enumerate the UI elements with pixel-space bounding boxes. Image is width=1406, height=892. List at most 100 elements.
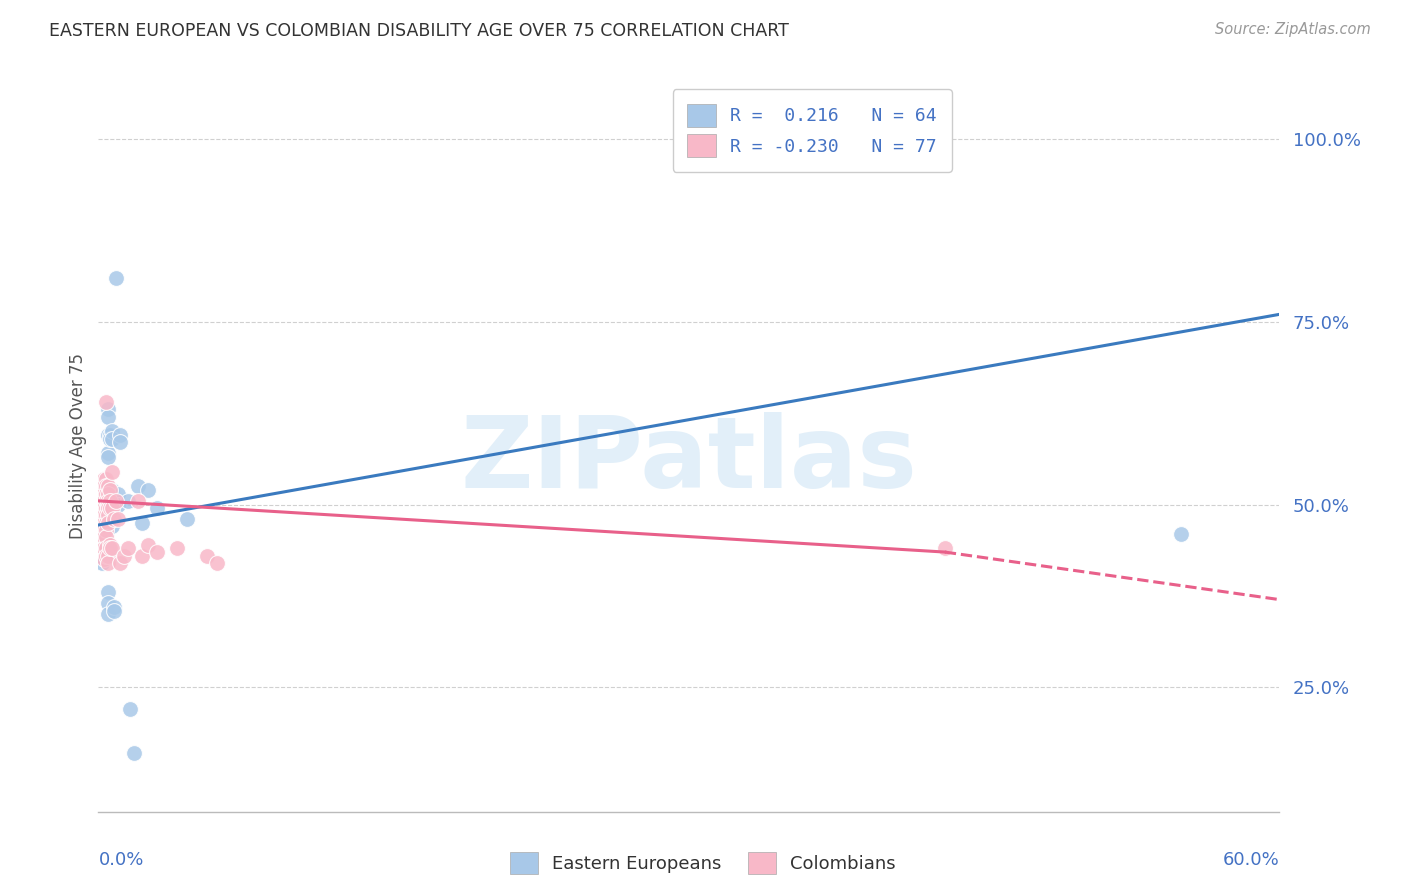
Point (93, 505, 115, 519)
Point (101, 541, 124, 556)
Point (96, 395, 118, 409)
Point (101, 432, 124, 446)
Point (96, 523, 118, 537)
Point (91, 486, 114, 500)
Point (146, 545, 169, 559)
Point (118, 702, 141, 716)
Point (107, 512, 129, 526)
Point (89, 516, 111, 530)
Point (97, 486, 120, 500)
Point (107, 486, 129, 500)
Point (96, 479, 118, 493)
Point (93, 516, 115, 530)
Point (91, 505, 114, 519)
Point (205, 556, 228, 570)
Text: ZIPatlas: ZIPatlas (461, 412, 917, 509)
Point (98, 501, 121, 516)
Point (96, 494, 118, 508)
Point (93, 486, 115, 500)
Point (93, 534, 115, 549)
Point (97, 402, 120, 417)
Point (97, 409, 120, 424)
Point (97, 508, 120, 523)
Legend: R =  0.216   N = 64, R = -0.230   N = 77: R = 0.216 N = 64, R = -0.230 N = 77 (672, 89, 952, 172)
Point (89, 501, 111, 516)
Point (91, 530, 114, 544)
Point (96, 472, 118, 486)
Point (96, 494, 118, 508)
Point (93, 541, 115, 556)
Point (98, 483, 121, 497)
Point (136, 538, 159, 552)
Point (96, 541, 118, 556)
Point (93, 498, 115, 512)
Point (96, 501, 118, 516)
Point (96, 483, 118, 497)
Point (91, 516, 114, 530)
Point (98, 516, 121, 530)
Point (91, 494, 114, 508)
Point (98, 494, 121, 508)
Point (97, 541, 120, 556)
Point (131, 549, 153, 563)
Point (108, 428, 131, 442)
Point (93, 472, 115, 486)
Point (97, 501, 120, 516)
Y-axis label: Disability Age Over 75: Disability Age Over 75 (69, 353, 87, 539)
Point (166, 541, 188, 556)
Point (101, 519, 124, 533)
Point (93, 490, 115, 504)
Point (96, 541, 118, 556)
Point (117, 494, 139, 508)
Point (105, 270, 128, 285)
Point (93, 545, 115, 559)
Point (103, 599, 125, 614)
Point (1170, 526, 1192, 541)
Point (934, 541, 956, 556)
Point (91, 541, 114, 556)
Point (103, 512, 125, 526)
Point (97, 501, 120, 516)
Point (97, 585, 120, 599)
Point (101, 425, 124, 439)
Point (101, 483, 124, 497)
Point (136, 483, 159, 497)
Point (97, 549, 120, 563)
Point (98, 494, 121, 508)
Point (91, 530, 114, 544)
Point (89, 538, 111, 552)
Point (96, 501, 118, 516)
Point (105, 494, 128, 508)
Point (93, 490, 115, 504)
Point (93, 494, 115, 508)
Legend: Eastern Europeans, Colombians: Eastern Europeans, Colombians (502, 843, 904, 883)
Point (131, 516, 153, 530)
Point (93, 501, 115, 516)
Point (89, 530, 111, 544)
Point (98, 538, 121, 552)
Point (108, 435, 131, 450)
Point (93, 512, 115, 526)
Point (96, 549, 118, 563)
Point (176, 512, 198, 526)
Point (89, 526, 111, 541)
Point (97, 508, 120, 523)
Point (97, 494, 120, 508)
Point (91, 512, 114, 526)
Point (127, 479, 149, 493)
Point (89, 512, 111, 526)
Point (96, 530, 118, 544)
Point (91, 549, 114, 563)
Point (97, 596, 120, 610)
Point (97, 450, 120, 464)
Point (98, 428, 121, 442)
Point (96, 490, 118, 504)
Text: EASTERN EUROPEAN VS COLOMBIAN DISABILITY AGE OVER 75 CORRELATION CHART: EASTERN EUROPEAN VS COLOMBIAN DISABILITY… (49, 22, 789, 40)
Point (127, 494, 149, 508)
Point (91, 508, 114, 523)
Point (91, 490, 114, 504)
Point (96, 516, 118, 530)
Point (93, 501, 115, 516)
Point (97, 428, 120, 442)
Point (97, 516, 120, 530)
